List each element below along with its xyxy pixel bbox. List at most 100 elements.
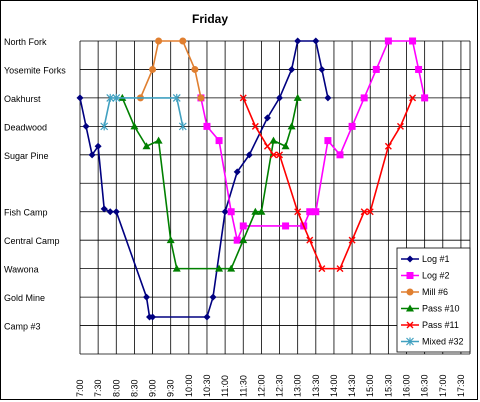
data-point bbox=[324, 94, 332, 102]
series-line bbox=[79, 40, 329, 318]
data-point bbox=[306, 208, 314, 216]
data-point bbox=[203, 122, 211, 130]
x-tick-label: 8:30 bbox=[129, 379, 139, 397]
data-point bbox=[384, 142, 392, 150]
x-tick-label: 17:30 bbox=[456, 374, 466, 397]
data-point bbox=[142, 142, 151, 150]
data-point bbox=[149, 65, 157, 73]
data-point bbox=[348, 236, 356, 244]
data-point bbox=[239, 222, 247, 230]
chart-title: Friday bbox=[192, 12, 228, 26]
data-point bbox=[312, 208, 320, 216]
y-station-label: Fish Camp bbox=[4, 208, 48, 218]
series-line bbox=[139, 40, 202, 99]
data-point bbox=[360, 208, 368, 216]
data-point bbox=[191, 65, 199, 73]
data-point bbox=[318, 265, 326, 273]
x-tick-label: 11:30 bbox=[238, 375, 248, 397]
x-tick-label: 11:00 bbox=[220, 375, 230, 397]
data-point bbox=[178, 122, 187, 131]
data-point bbox=[239, 94, 247, 102]
data-point bbox=[366, 208, 374, 216]
data-point bbox=[276, 94, 284, 102]
data-point bbox=[293, 93, 302, 101]
data-point bbox=[76, 94, 84, 102]
x-tick-label: 10:30 bbox=[202, 374, 212, 397]
legend-swatch-marker bbox=[406, 321, 414, 329]
legend-swatch-marker bbox=[406, 255, 414, 263]
data-point bbox=[372, 65, 380, 73]
data-point bbox=[221, 208, 229, 216]
x-tick-label: 9:00 bbox=[148, 379, 158, 397]
legend-swatch-marker bbox=[406, 337, 414, 346]
x-tick-label: 14:00 bbox=[329, 374, 339, 397]
data-point bbox=[209, 293, 217, 301]
data-point bbox=[203, 313, 211, 321]
data-point bbox=[233, 236, 241, 244]
y-station-label: Central Camp bbox=[4, 236, 60, 246]
data-point bbox=[396, 122, 404, 130]
x-tick-label: 7:30 bbox=[93, 379, 103, 397]
x-tick-label: 10:00 bbox=[184, 374, 194, 397]
x-tick-label: 12:30 bbox=[275, 374, 285, 397]
data-point bbox=[88, 151, 96, 159]
y-station-label: Deadwood bbox=[4, 122, 47, 132]
legend-swatch-marker bbox=[406, 272, 414, 279]
data-point bbox=[282, 222, 290, 230]
data-point bbox=[336, 151, 344, 159]
data-point bbox=[257, 207, 266, 215]
y-station-label: Gold Mine bbox=[4, 293, 45, 303]
data-point bbox=[215, 137, 223, 145]
data-point bbox=[324, 137, 332, 145]
data-point bbox=[227, 208, 235, 216]
x-tick-label: 15:00 bbox=[365, 374, 375, 397]
data-point bbox=[269, 151, 277, 159]
data-point bbox=[149, 313, 157, 321]
data-point bbox=[263, 142, 271, 150]
y-station-label: North Fork bbox=[4, 37, 47, 47]
y-station-label: Sugar Pine bbox=[4, 151, 49, 161]
legend-label: Mill #6 bbox=[422, 287, 448, 297]
data-point bbox=[287, 122, 296, 130]
y-station-label: Oakhurst bbox=[4, 94, 41, 104]
data-point bbox=[348, 122, 356, 130]
x-tick-label: 14:30 bbox=[347, 374, 357, 397]
data-point bbox=[172, 264, 181, 272]
data-point bbox=[112, 93, 121, 102]
data-point bbox=[384, 37, 392, 45]
x-tick-label: 16:00 bbox=[402, 374, 412, 397]
data-point bbox=[269, 136, 278, 144]
legend-box bbox=[396, 247, 471, 353]
data-point bbox=[130, 122, 139, 130]
data-point bbox=[143, 293, 151, 301]
data-point bbox=[215, 264, 224, 272]
x-tick-label: 7:00 bbox=[75, 379, 85, 397]
x-tick-label: 15:30 bbox=[383, 374, 393, 397]
data-point bbox=[239, 236, 248, 244]
legend-label: Log #1 bbox=[422, 254, 450, 264]
data-point bbox=[421, 94, 429, 102]
data-point bbox=[318, 65, 326, 73]
data-point bbox=[251, 122, 259, 130]
data-point bbox=[409, 37, 417, 45]
x-tick-label: 13:30 bbox=[311, 374, 321, 397]
data-point bbox=[112, 208, 120, 216]
data-point bbox=[336, 265, 344, 273]
data-point bbox=[312, 37, 320, 45]
x-tick-label: 9:30 bbox=[166, 379, 176, 397]
data-point bbox=[94, 142, 102, 150]
data-point bbox=[197, 94, 205, 102]
data-point bbox=[415, 65, 423, 73]
data-point bbox=[179, 37, 187, 45]
x-tick-label: 17:00 bbox=[438, 374, 448, 397]
data-point bbox=[172, 93, 181, 102]
x-tick-label: 16:30 bbox=[420, 374, 430, 397]
data-point bbox=[227, 264, 236, 272]
data-point bbox=[82, 122, 90, 130]
data-point bbox=[294, 37, 302, 45]
legend-label: Log #2 bbox=[422, 271, 450, 281]
data-point bbox=[409, 94, 417, 102]
data-point bbox=[263, 114, 271, 122]
data-point bbox=[155, 37, 163, 45]
